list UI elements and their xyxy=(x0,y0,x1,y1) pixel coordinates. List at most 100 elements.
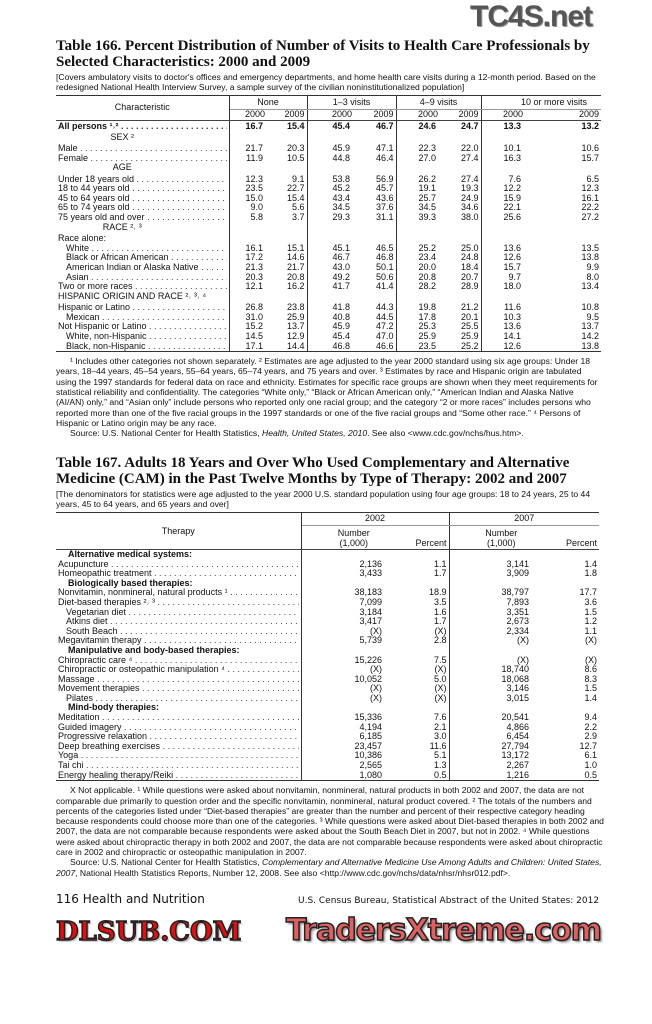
row-label-box: Energy healing therapy/Reiki . . . . . .… xyxy=(58,770,299,780)
cell-value: 20.3 xyxy=(245,271,263,282)
row-label-box: Atkins diet . . . . . . . . . . . . . . … xyxy=(58,617,299,627)
leader-dots: . . . . . . . . . . . . . . . . . . . . … xyxy=(230,588,298,598)
leader-dots: . . . . . . . . . . . . . . . . . . . . … xyxy=(157,597,299,607)
table-167: Therapy 2002 2007 Number (1,000) Percent… xyxy=(56,512,599,782)
row-label: White . . . . . . . . . . . . . . . . . … xyxy=(56,243,230,254)
cell-value xyxy=(267,132,308,144)
cell-value: 45.7 xyxy=(354,184,397,194)
cell-value: 14.4 xyxy=(267,341,308,353)
column-header-number-2002: Number (1,000) xyxy=(337,527,370,548)
cell-value: 13.3 xyxy=(503,120,522,131)
cell-value: 46.8 xyxy=(307,341,355,353)
row-label-text: Yoga xyxy=(58,751,79,761)
cell-value: 25.0 xyxy=(440,243,482,254)
cell-value: 2,565 xyxy=(359,760,382,771)
cell-value: 1.5 xyxy=(584,683,597,694)
cell-value: 28.2 xyxy=(418,281,437,292)
cell-value: 27,794 xyxy=(501,740,529,751)
table-166-footnotes: ¹ Includes other categories not shown se… xyxy=(56,356,598,439)
row-label-box: Chiropractic or osteopathic manipulation… xyxy=(58,665,299,675)
cell-value: 21.3 xyxy=(245,261,263,272)
page-footer-section: 116 Health and Nutrition xyxy=(56,891,205,906)
row-label: 75 years old and over . . . . . . . . . … xyxy=(56,213,230,223)
cell-value xyxy=(267,163,308,175)
table-row: Yoga . . . . . . . . . . . . . . . . . .… xyxy=(56,751,599,762)
table-row: Black, non-Hispanic . . . . . . . . . . … xyxy=(56,341,602,353)
row-label-box: Manipulative and body-based therapies: xyxy=(58,646,299,656)
column-header-year: 2000 xyxy=(502,109,524,120)
row-label: Black or African American . . . . . . . … xyxy=(56,253,230,263)
cell-value: 23.8 xyxy=(267,303,308,313)
cell-value: (X) xyxy=(384,693,450,704)
row-label-box: 65 to 74 years old . . . . . . . . . . .… xyxy=(58,203,227,213)
cell-value: 6,185 xyxy=(359,731,382,742)
cell-value: 18.9 xyxy=(384,588,450,598)
table-row: Deep breathing exercises . . . . . . . .… xyxy=(56,740,599,752)
row-label-box: Male . . . . . . . . . . . . . . . . . .… xyxy=(58,144,227,154)
cell-value xyxy=(229,223,267,235)
leader-dots: . . . . . . . . . . . . . . . . . . . . … xyxy=(120,626,298,636)
row-label: Race alone: xyxy=(56,234,230,244)
column-group-2007: 2007 xyxy=(449,512,599,526)
section-label: Manipulative and body-based therapies: xyxy=(56,645,302,656)
page-footer: 116 Health and Nutrition U.S. Census Bur… xyxy=(56,892,604,912)
column-header-year: 2000 xyxy=(331,109,353,120)
row-label: Megavitamin therapy . . . . . . . . . . … xyxy=(56,636,302,646)
cell-value: 1.6 xyxy=(384,607,450,618)
row-label-box: Nonvitamin, nonmineral, natural products… xyxy=(58,588,299,598)
cell-value: 3,417 xyxy=(359,616,382,627)
cell-value xyxy=(384,703,450,714)
row-label: Asian . . . . . . . . . . . . . . . . . … xyxy=(56,272,230,283)
cell-value: 1.8 xyxy=(584,568,597,579)
cell-value: 13.5 xyxy=(581,242,600,253)
leader-dots: . . . . . . . . . . . . . . . . . . . . … xyxy=(149,732,299,742)
table-166-title: Table 166. Percent Distribution of Numbe… xyxy=(56,38,590,70)
row-label-text: Female xyxy=(58,153,89,163)
table-row: Hispanic or Latino . . . . . . . . . . .… xyxy=(56,303,601,313)
cell-value: 1.5 xyxy=(584,606,597,617)
cell-value: 1.4 xyxy=(584,558,597,569)
row-label-text: Homeopathic treatment xyxy=(58,569,152,579)
leader-dots: . . . . . . . . . . . . . . . . . . . . … xyxy=(149,332,227,341)
row-label-text: Megavitamin therapy xyxy=(58,636,142,646)
cell-value: (X) xyxy=(585,654,597,665)
cell-value: 5.1 xyxy=(384,751,450,762)
cell-value: 3,433 xyxy=(359,568,382,579)
row-label-text: 18 to 44 years old xyxy=(58,184,130,194)
row-label-box: Meditation . . . . . . . . . . . . . . .… xyxy=(58,713,299,723)
cell-value: (X) xyxy=(384,684,450,694)
leader-dots: . . . . . . . . . . . . . . . . . . . . … xyxy=(147,213,226,223)
cell-value: 12.6 xyxy=(503,252,522,263)
row-label-box: Female . . . . . . . . . . . . . . . . .… xyxy=(58,154,227,164)
cell-value xyxy=(267,222,308,235)
cell-value: 5.8 xyxy=(250,212,263,223)
cell-value: 0.5 xyxy=(384,770,450,782)
cell-value: 45.9 xyxy=(332,321,351,332)
cell-value: 46.5 xyxy=(354,243,397,254)
row-label-text: Under 18 years old xyxy=(58,174,135,184)
cell-value: 3,141 xyxy=(506,558,529,569)
cell-value: 21.2 xyxy=(440,303,482,313)
cell-value: 13.6 xyxy=(503,242,522,253)
row-label-text: Race alone: xyxy=(58,234,107,244)
cell-value: 15.9 xyxy=(503,192,522,203)
column-header-year: 2009 xyxy=(440,110,482,121)
table-row: Diet-based therapies ²˒ ³ . . . . . . . … xyxy=(56,597,599,608)
section-label: Mind-body therapies: xyxy=(56,703,302,714)
row-label-box: Pilates . . . . . . . . . . . . . . . . … xyxy=(58,694,299,704)
row-label: Massage . . . . . . . . . . . . . . . . … xyxy=(56,674,302,685)
cell-value: 22.7 xyxy=(267,184,308,194)
cell-value: 17.7 xyxy=(579,587,597,598)
cell-value: 18,068 xyxy=(501,673,529,684)
row-label: Mexican . . . . . . . . . . . . . . . . … xyxy=(56,312,230,323)
row-label: 45 to 64 years old . . . . . . . . . . .… xyxy=(56,193,230,204)
column-group-4-9-visits: 4–9 visits xyxy=(396,95,482,111)
section-title: AGE xyxy=(112,163,132,173)
row-label-box: White, non-Hispanic . . . . . . . . . . … xyxy=(58,332,227,342)
cell-value: 13.7 xyxy=(581,321,600,332)
cell-value xyxy=(525,163,601,175)
cell-value: 1.7 xyxy=(384,617,450,627)
leader-dots: . . . . . . . . . . . . . . . . . . . . … xyxy=(175,770,299,780)
cell-value xyxy=(307,163,354,175)
table-row: 45 to 64 years old . . . . . . . . . . .… xyxy=(56,192,601,204)
